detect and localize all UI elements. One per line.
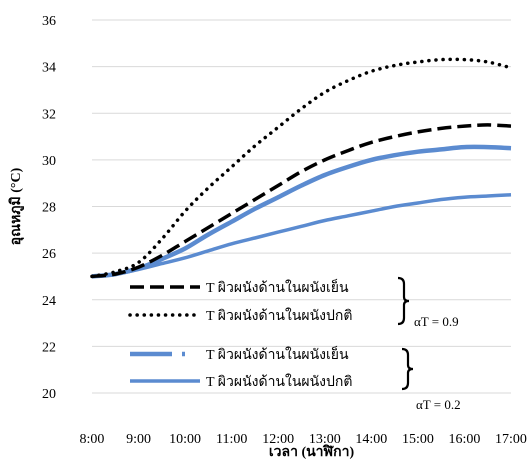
- x-tick-label: 12:00: [262, 432, 294, 447]
- alpha-annotation: αT = 0.2: [416, 397, 461, 412]
- x-tick-label: 15:00: [402, 432, 434, 447]
- y-tick-label: 32: [42, 107, 56, 122]
- x-tick-label: 10:00: [169, 432, 201, 447]
- x-tick-label: 14:00: [355, 432, 387, 447]
- legend-label: T ผิวผนังด้านในผนังปกติ: [206, 307, 352, 324]
- legend-label: T ผิวผนังด้านในผนังเย็น: [206, 278, 349, 296]
- alpha-annotation: αT = 0.9: [414, 314, 459, 329]
- y-tick-label: 36: [42, 14, 56, 29]
- legend-label: T ผิวผนังด้านในผนังปกติ: [206, 373, 352, 390]
- series-line-3: [91, 144, 512, 279]
- y-tick-label: 26: [42, 247, 56, 262]
- y-tick-labels: 20 22 24 26 28 30 32 34 36: [42, 14, 56, 402]
- group-bracket: [397, 276, 410, 326]
- legend-label: T ผิวผนังด้านในผนังเย็น: [206, 345, 349, 363]
- y-tick-label: 34: [42, 61, 56, 76]
- x-tick-label: 13:00: [309, 432, 341, 447]
- y-tick-label: 20: [42, 387, 56, 402]
- x-tick-label: 11:00: [216, 432, 247, 447]
- series-lines: [90, 57, 513, 279]
- group-bracket: [401, 347, 414, 391]
- x-tick-label: 16:00: [448, 432, 480, 447]
- y-tick-label: 24: [42, 294, 56, 309]
- legend: T ผิวผนังด้านในผนังเย็น T ผิวผนังด้านในผน…: [128, 278, 352, 390]
- y-tick-label: 30: [42, 154, 56, 169]
- series-line-1: [91, 123, 512, 279]
- y-tick-label: 22: [42, 340, 56, 355]
- series-line-4: [91, 193, 512, 279]
- y-tick-label: 28: [42, 201, 56, 216]
- x-tick-label: 9:00: [126, 432, 151, 447]
- x-tick-labels: 8:00 9:00 10:00 11:00 12:00 13:00 14:00 15:00 16…: [80, 432, 527, 447]
- alpha-annotations: αT = 0.9 αT = 0.2: [397, 276, 461, 412]
- series-line-2: [90, 57, 513, 279]
- grid-lines: [92, 19, 511, 394]
- x-tick-label: 8:00: [80, 432, 105, 447]
- x-tick-label: 17:00: [495, 432, 527, 447]
- y-axis-title: อุณหภูมิ (°C): [8, 167, 24, 245]
- x-axis-title: เวลา (นาฬิกา): [269, 444, 355, 460]
